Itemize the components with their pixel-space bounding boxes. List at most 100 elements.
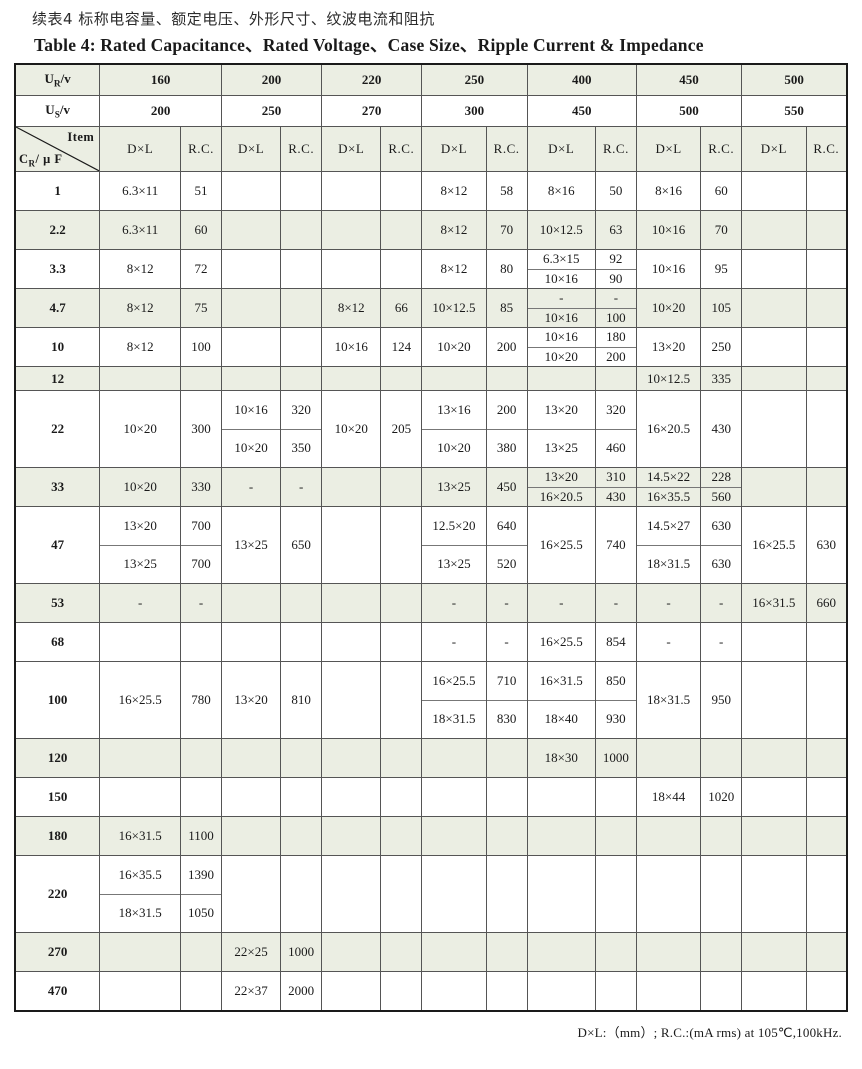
cell-value: 810 <box>291 692 311 707</box>
cell-dxl <box>321 661 382 739</box>
cell-dxl: - <box>635 622 702 662</box>
cell-value <box>282 212 321 249</box>
cell-value: 8×16 <box>547 183 575 198</box>
cell-dxl <box>741 390 807 468</box>
table-row: 3.3 8×12 72 8×12 80 6.3×15 10×16 92 90 10×16 95 <box>14 249 848 289</box>
table-row: 33 10×20 330- -13×25 450 13×20 16×20.5 310 430 14… <box>14 467 848 507</box>
cell-rc: 630 630 <box>700 506 743 584</box>
cell-subvalue: 710 <box>487 663 527 701</box>
cell-dxl <box>99 622 182 662</box>
cell-value: 58 <box>500 183 514 198</box>
cell-rc: 1020 <box>700 777 743 817</box>
cell-value: 13×20 <box>651 339 686 354</box>
cell-subvalue: 10×20 <box>544 348 578 364</box>
cell-dxl: 16×35.5 18×31.5 <box>99 855 182 933</box>
cell-value: 6.3×11 <box>122 183 159 198</box>
cell-value: 22×25 <box>234 944 268 959</box>
cell-rc: 950 <box>700 661 743 739</box>
cell-value <box>282 368 321 390</box>
cell-rc: 335 <box>700 366 743 391</box>
cell-subvalue: 13×25 <box>544 440 578 456</box>
cell-value <box>282 624 321 661</box>
cell-subvalue: 13×20 <box>528 392 595 430</box>
cell-rc: - <box>700 622 743 662</box>
cell-dxl <box>741 171 807 211</box>
cell-rc: 430 <box>700 390 743 468</box>
cell-value <box>323 972 380 1010</box>
cell-rc: - <box>485 622 528 662</box>
cell-rc <box>180 738 222 778</box>
cell-rc <box>380 777 423 817</box>
cell-value <box>101 934 180 971</box>
cell-value: 1000 <box>602 750 629 765</box>
cell-rc <box>700 816 743 856</box>
cell-dxl <box>741 467 807 507</box>
cell-value <box>807 173 846 210</box>
cell-dxl: 14.5×22 16×35.5 <box>635 467 702 507</box>
cell-value: 8×12 <box>440 261 468 276</box>
cell-rc <box>380 583 423 623</box>
cell-rc <box>280 249 323 289</box>
cell-value: - <box>248 479 254 494</box>
cell-value <box>222 779 279 816</box>
cell-value: 6.3×11 <box>122 222 159 237</box>
cell-dxl <box>741 622 807 662</box>
cell-value <box>282 857 321 932</box>
cell-value <box>222 173 279 210</box>
cell-dxl: 16×25.5 <box>526 506 596 584</box>
cell-value <box>807 212 846 249</box>
row-capacitance-label: 10 <box>14 327 101 367</box>
cell-subvalue: 460 <box>606 440 626 456</box>
cell-dxl: 8×12 <box>421 171 487 211</box>
cell-dxl: 13×20 <box>220 661 282 739</box>
cell-rc: 1390 1050 <box>180 855 222 933</box>
cell-rc: 58 <box>485 171 528 211</box>
cell-rc <box>485 816 528 856</box>
cell-dxl <box>321 622 382 662</box>
cell-value <box>528 972 594 1010</box>
cell-rc <box>380 738 423 778</box>
cell-rc: 105 <box>700 288 743 328</box>
cell-value <box>743 624 805 661</box>
cell-rc <box>700 932 743 972</box>
cell-value <box>323 469 380 506</box>
cell-subvalue: 320 <box>596 392 636 430</box>
cell-value <box>282 779 321 816</box>
cell-dxl: 6.3×11 <box>99 210 182 250</box>
header-row-rated-voltage: UR/v 160 200 220 250 400 450 500 <box>14 63 848 96</box>
cell-dxl: 6.3×11 <box>99 171 182 211</box>
cell-rc: -100 <box>594 288 637 328</box>
cell-rc <box>594 971 637 1012</box>
cell-value: 95 <box>714 261 728 276</box>
cell-dxl <box>741 932 807 972</box>
cell-value <box>323 585 380 622</box>
cell-rc <box>280 171 323 211</box>
cell-value <box>222 290 279 327</box>
cell-rc <box>485 366 528 391</box>
header-subcolumn-dxl-500: D×L <box>741 126 807 172</box>
cell-value <box>101 779 180 816</box>
cell-value <box>596 818 635 855</box>
cell-value <box>528 818 594 855</box>
cell-value <box>423 779 485 816</box>
cell-value: 10×16 <box>651 222 686 237</box>
cell-value <box>743 740 805 777</box>
row-capacitance-label: 120 <box>14 738 101 778</box>
cell-subvalue: 1050 <box>188 905 214 921</box>
cell-dxl <box>526 366 596 391</box>
cell-subvalue: 180 <box>596 329 636 348</box>
cell-value <box>101 624 180 661</box>
cell-dxl <box>741 366 807 391</box>
cell-rc: 450 <box>485 467 528 507</box>
header-subcolumn-rc-160: R.C. <box>180 126 222 172</box>
cell-dxl: - <box>421 622 487 662</box>
cell-value: 1100 <box>188 828 214 843</box>
table-row: 1 6.3×11 51 8×12 58 8×16 50 8×16 60 <box>14 171 848 211</box>
cell-dxl: 10×20 <box>99 390 182 468</box>
cell-rc <box>485 971 528 1012</box>
cell-value: 2000 <box>288 983 315 998</box>
cell-value: 10×20 <box>123 479 157 494</box>
table-row: 270 22×25 1000 <box>14 932 848 972</box>
table-row: 12 10×12.5 335 <box>14 366 848 391</box>
cell-dxl <box>321 506 382 584</box>
